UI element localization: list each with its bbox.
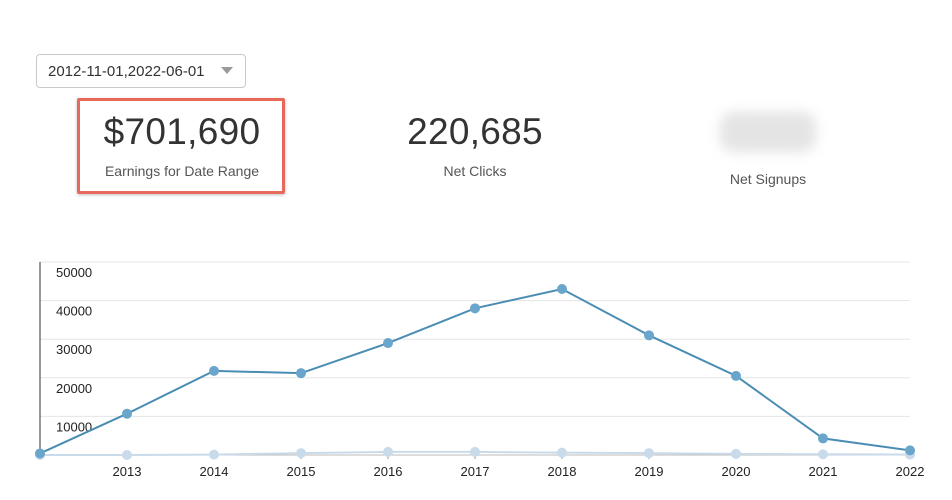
earnings-label: Earnings for Date Range bbox=[104, 163, 260, 179]
caret-down-icon bbox=[221, 67, 233, 74]
series-1-point bbox=[383, 338, 393, 349]
clicks-label: Net Clicks bbox=[443, 163, 507, 179]
series-2-point bbox=[296, 448, 306, 459]
earnings-value: $701,690 bbox=[103, 111, 261, 152]
x-tick-label: 2021 bbox=[809, 464, 838, 479]
clicks-stat: 220,685 Net Clicks bbox=[375, 110, 575, 180]
series-1-point bbox=[296, 368, 306, 379]
x-tick-label: 2014 bbox=[200, 464, 229, 479]
series-2-point bbox=[644, 448, 654, 459]
x-tick-label: 2020 bbox=[722, 464, 751, 479]
clicks-value: 220,685 bbox=[407, 111, 543, 152]
series-2-point bbox=[209, 449, 219, 460]
series-1-point bbox=[209, 365, 219, 376]
x-tick-label: 2013 bbox=[113, 464, 142, 479]
earnings-line-chart: 10000 20000 30000 40000 50000 2013 2014 2015 201… bbox=[35, 261, 925, 479]
y-tick-label: 20000 bbox=[56, 381, 92, 396]
series-2-point bbox=[557, 447, 567, 458]
series-2-point bbox=[818, 449, 828, 460]
signups-label: Net Signups bbox=[729, 171, 807, 187]
series-1-point bbox=[470, 303, 480, 314]
series-1-point bbox=[122, 408, 132, 419]
x-tick-label: 2018 bbox=[548, 464, 577, 479]
y-tick-label: 50000 bbox=[56, 265, 92, 280]
series-1-point bbox=[35, 448, 45, 459]
x-tick-label: 2022 bbox=[896, 464, 925, 479]
series-1-point bbox=[731, 370, 741, 381]
signups-value-blurred bbox=[668, 110, 868, 162]
y-tick-label: 30000 bbox=[56, 342, 92, 357]
series-1-point bbox=[644, 330, 654, 341]
y-tick-label: 40000 bbox=[56, 304, 92, 319]
x-tick-label: 2019 bbox=[635, 464, 664, 479]
series-1-point bbox=[557, 284, 567, 295]
signups-stat: Net Signups bbox=[668, 110, 868, 188]
series-2-point bbox=[731, 448, 741, 459]
x-tick-label: 2017 bbox=[461, 464, 490, 479]
date-range-value: 2012-11-01,2022-06-01 bbox=[48, 62, 205, 80]
series-1-point bbox=[818, 433, 828, 444]
series-1-point bbox=[905, 445, 915, 456]
series-2-point bbox=[383, 446, 393, 457]
x-tick-label: 2015 bbox=[287, 464, 316, 479]
series-1-line bbox=[39, 287, 911, 455]
series-2-point bbox=[122, 450, 132, 460]
series-2-point bbox=[470, 446, 480, 457]
x-tick-label: 2016 bbox=[374, 464, 403, 479]
earnings-highlight-box bbox=[77, 98, 285, 194]
y-tick-label: 10000 bbox=[56, 419, 92, 434]
date-range-select[interactable]: 2012-11-01,2022-06-01 bbox=[36, 54, 246, 88]
earnings-stat: $701,690 Earnings for Date Range bbox=[82, 110, 282, 180]
